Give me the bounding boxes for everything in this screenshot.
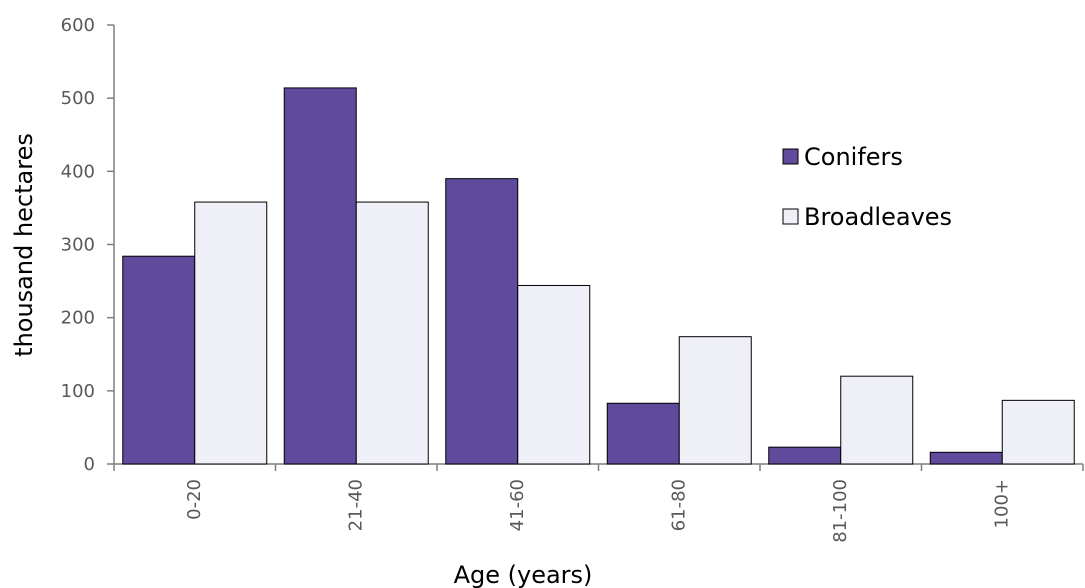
y-tick-label: 500 <box>61 88 95 109</box>
y-tick-label: 200 <box>61 308 95 329</box>
y-axis-title: thousand hectares <box>10 133 38 357</box>
x-tick-label: 61-80 <box>668 479 689 531</box>
bars <box>122 87 1075 465</box>
bar-broadleaves-21-40 <box>355 201 429 465</box>
y-tick-label: 300 <box>61 235 95 256</box>
bar-conifers-81-100 <box>768 446 842 465</box>
x-tick-label: 100+ <box>991 479 1012 528</box>
bar-broadleaves-100+ <box>1001 399 1075 465</box>
x-tick-label: 0-20 <box>184 479 205 520</box>
bar-conifers-61-80 <box>606 402 680 465</box>
legend: Conifers Broadleaves <box>782 143 952 231</box>
legend-label-conifers: Conifers <box>804 143 903 171</box>
legend-swatch-conifers <box>782 148 799 165</box>
bar-conifers-41-60 <box>445 178 519 465</box>
bar-broadleaves-0-20 <box>194 201 268 465</box>
bar-conifers-0-20 <box>122 255 196 465</box>
x-tick-label: 21-40 <box>345 479 366 531</box>
y-axis: 0 100 200 300 400 500 600 <box>61 15 115 475</box>
y-tick-label: 100 <box>61 381 95 402</box>
bar-conifers-100+ <box>929 451 1003 465</box>
y-tick-label: 600 <box>61 15 95 36</box>
x-axis: 0-20 21-40 41-60 61-80 81-100 100+ <box>113 463 1084 543</box>
y-tick-label: 400 <box>61 161 95 182</box>
x-tick-label: 41-60 <box>507 479 528 531</box>
y-tick-label: 0 <box>84 454 95 475</box>
legend-label-broadleaves: Broadleaves <box>804 203 952 231</box>
bar-conifers-21-40 <box>283 87 357 465</box>
x-tick-label: 81-100 <box>830 479 851 543</box>
bar-broadleaves-41-60 <box>517 284 591 465</box>
bar-broadleaves-61-80 <box>678 336 752 465</box>
legend-swatch-broadleaves <box>782 208 799 225</box>
bar-broadleaves-81-100 <box>840 375 914 465</box>
x-axis-title: Age (years) <box>454 561 593 588</box>
